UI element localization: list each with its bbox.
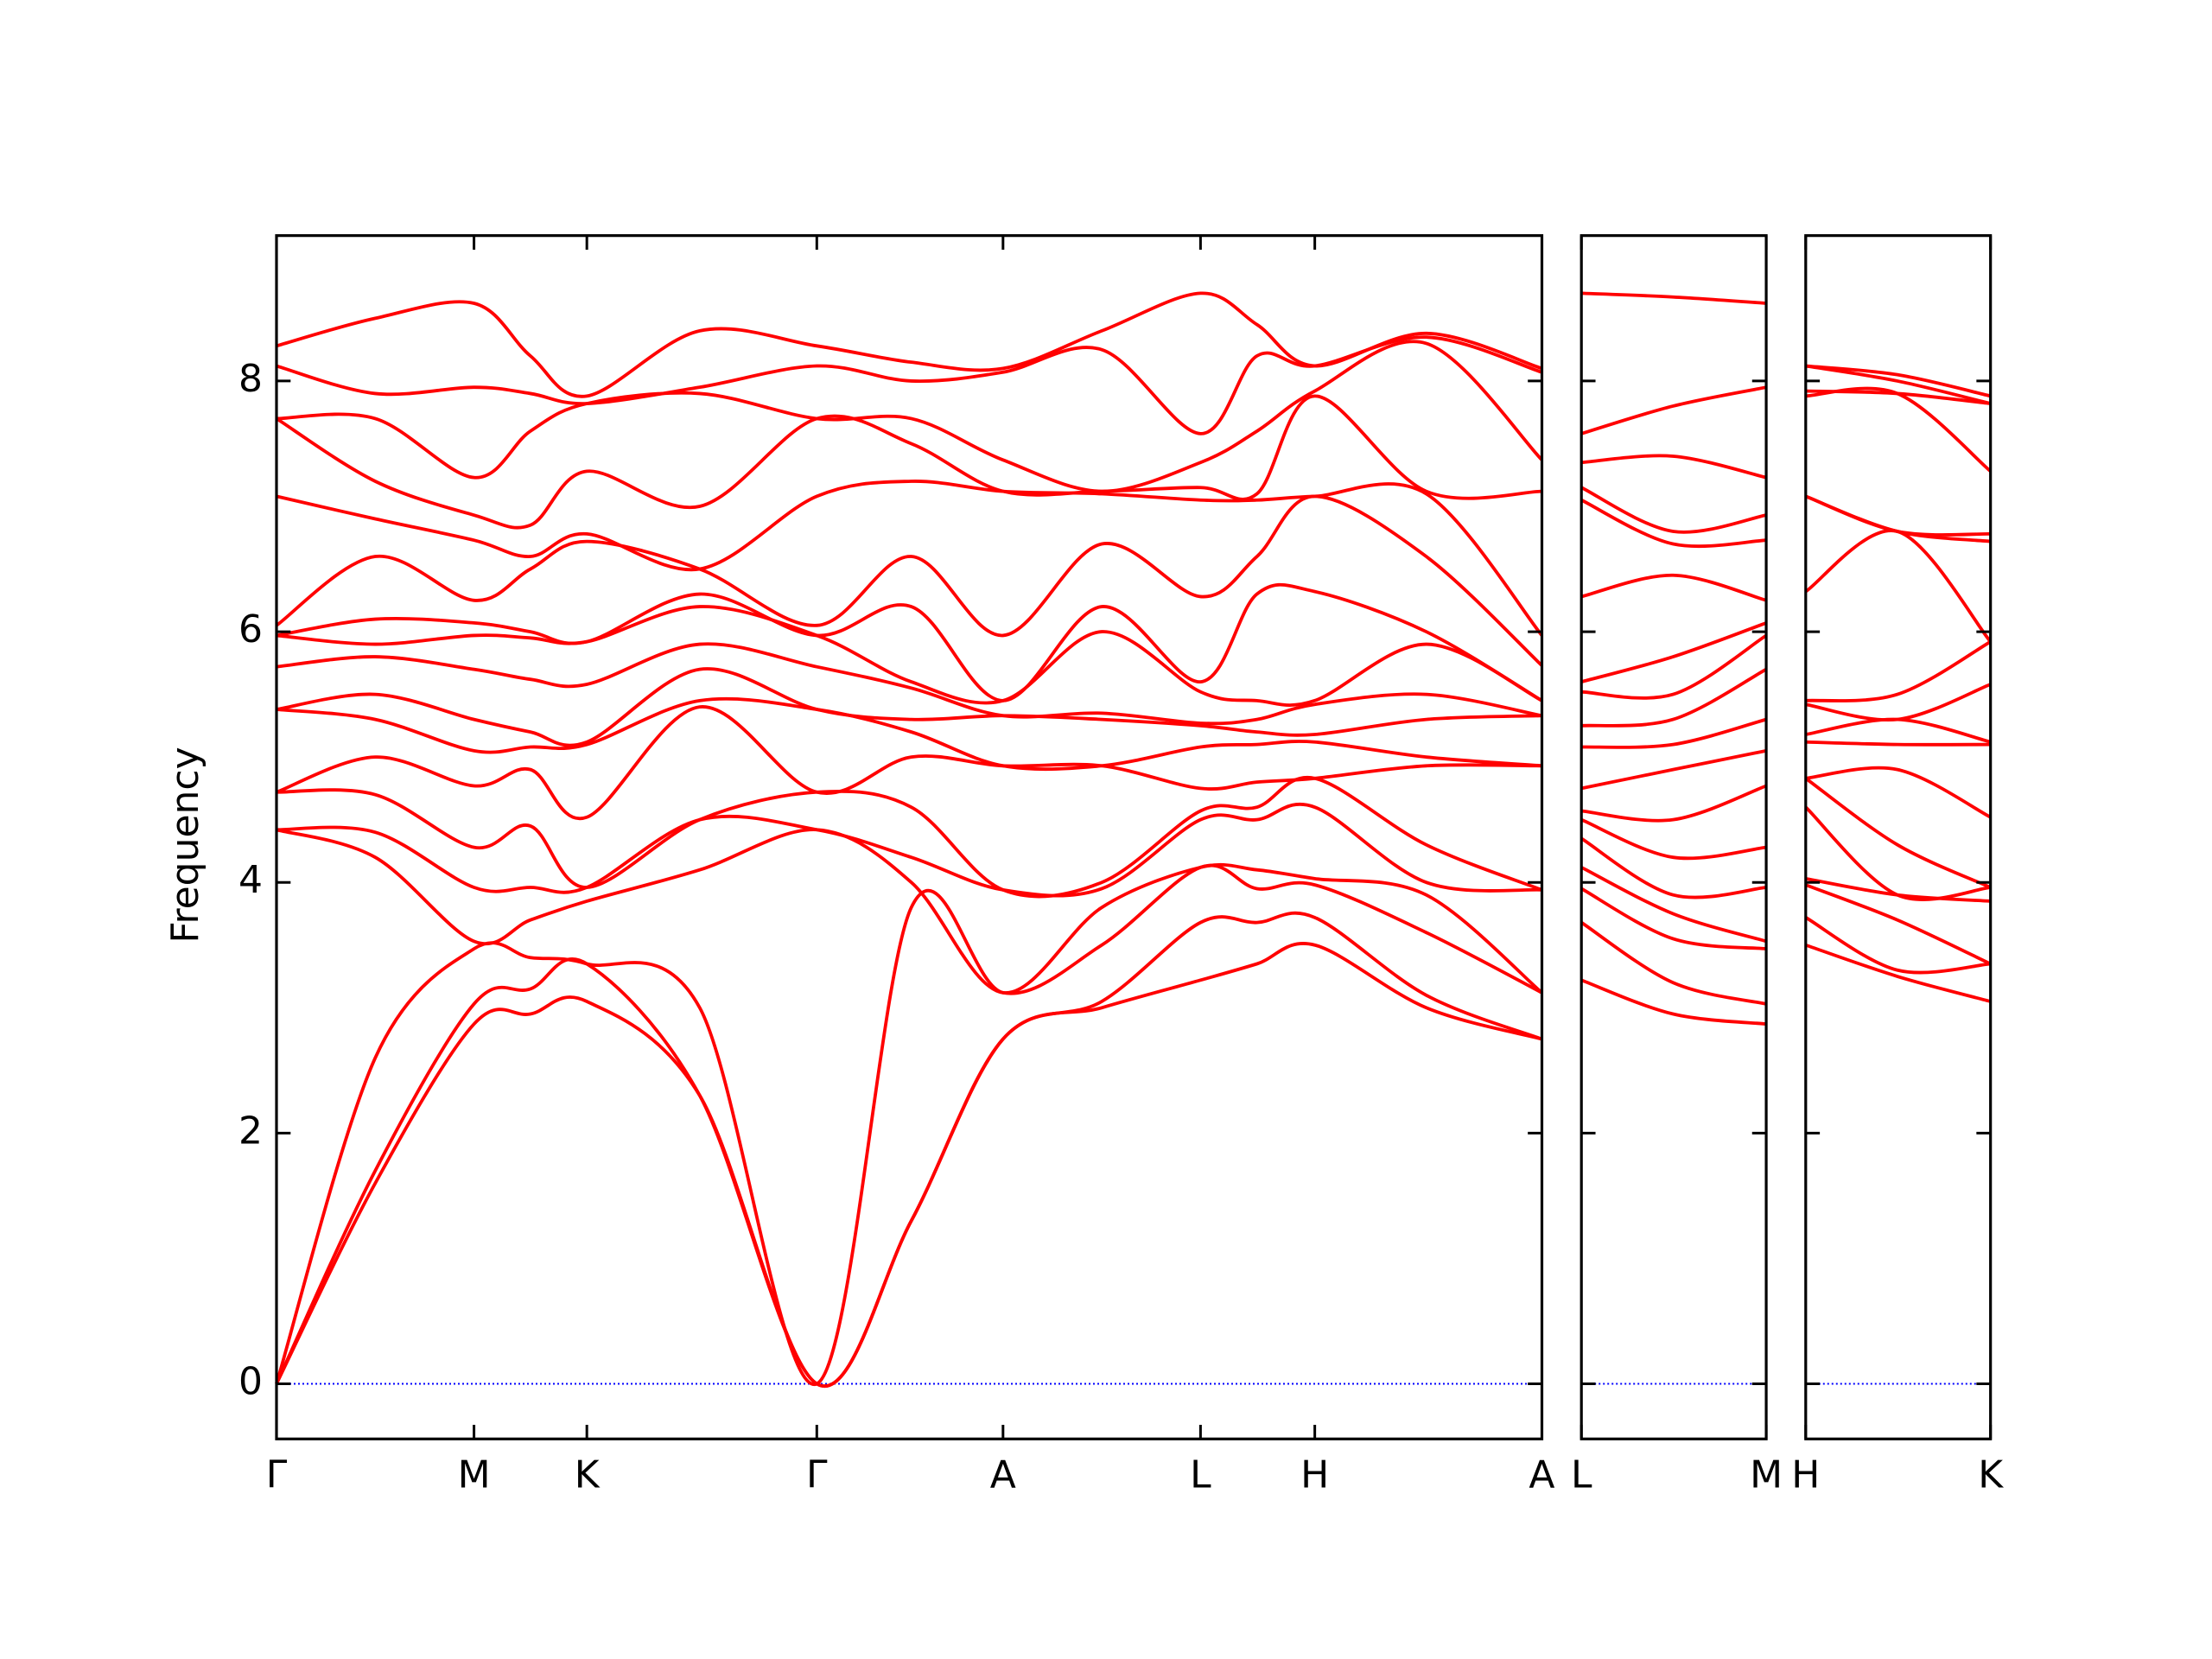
y-axis-label: Frequency xyxy=(163,747,207,943)
band-line xyxy=(1580,921,1767,1006)
band-line xyxy=(1805,766,1992,819)
band-line xyxy=(1580,499,1767,549)
band-line xyxy=(276,705,1542,821)
band-line xyxy=(275,911,1543,1388)
y-tick-label: 6 xyxy=(238,607,263,652)
x-tick-label: L xyxy=(1571,1452,1592,1497)
band-line xyxy=(1580,385,1767,435)
band-line xyxy=(1580,836,1767,899)
band-line xyxy=(276,335,1543,435)
band-line xyxy=(275,942,1542,1388)
band-line xyxy=(1804,529,1993,643)
x-tick-label: H xyxy=(1300,1452,1329,1497)
x-tick-label: K xyxy=(575,1452,601,1497)
x-tick-label: A xyxy=(1529,1452,1554,1497)
band-line xyxy=(1581,454,1767,480)
band-line xyxy=(275,494,1543,667)
x-tick-label: Γ xyxy=(806,1452,828,1497)
y-tick-label: 8 xyxy=(238,357,263,401)
x-tick-label: K xyxy=(1978,1452,2004,1497)
band-line xyxy=(276,802,1542,898)
band-line xyxy=(1804,805,1991,901)
panel-frame xyxy=(1580,234,1768,1440)
band-line xyxy=(276,291,1543,398)
band-line xyxy=(1581,784,1767,823)
x-tick-label: M xyxy=(458,1452,491,1497)
band-line xyxy=(276,667,1542,747)
band-line xyxy=(276,480,1543,637)
band-line xyxy=(276,642,1542,726)
band-line xyxy=(1580,978,1767,1027)
band-line xyxy=(276,340,1543,493)
band-line xyxy=(276,605,1543,707)
band-line xyxy=(275,394,1542,530)
panel-frame xyxy=(1804,234,1993,1440)
band-line xyxy=(1805,876,1991,903)
band-line xyxy=(276,828,1543,995)
y-tick-label: 2 xyxy=(238,1109,263,1153)
band-line xyxy=(1580,817,1767,861)
band-line xyxy=(1580,866,1767,944)
band-line xyxy=(1580,887,1767,950)
band-line xyxy=(1581,717,1767,749)
band-line xyxy=(276,696,1542,772)
band-line xyxy=(1580,749,1767,791)
band-line xyxy=(1580,621,1767,683)
x-tick-label: L xyxy=(1190,1452,1211,1497)
x-tick-label: A xyxy=(990,1452,1016,1497)
band-line xyxy=(1805,883,1992,966)
band-line xyxy=(1804,916,1991,975)
band-line xyxy=(1805,364,1992,405)
band-line xyxy=(1581,667,1767,728)
y-tick-label: 0 xyxy=(238,1359,263,1403)
band-line xyxy=(276,582,1543,702)
band-line xyxy=(1580,486,1767,534)
band-line xyxy=(1805,389,1991,405)
x-tick-label: Γ xyxy=(266,1452,288,1497)
x-tick-label: M xyxy=(1750,1452,1783,1497)
band-line xyxy=(1805,740,1991,747)
band-line xyxy=(1805,717,1992,744)
band-line xyxy=(275,863,1543,1386)
band-line xyxy=(1580,573,1767,602)
x-tick-label: H xyxy=(1791,1452,1820,1497)
band-line xyxy=(1804,777,1992,889)
band-line xyxy=(1805,494,1991,537)
band-line xyxy=(1805,683,1992,722)
band-line xyxy=(1581,291,1767,305)
band-line xyxy=(1581,633,1768,700)
panel-frame xyxy=(275,234,1544,1440)
y-tick-label: 4 xyxy=(238,858,263,902)
band-line xyxy=(1805,943,1992,1003)
band-line xyxy=(1805,640,1992,702)
band-line xyxy=(1805,364,1992,398)
